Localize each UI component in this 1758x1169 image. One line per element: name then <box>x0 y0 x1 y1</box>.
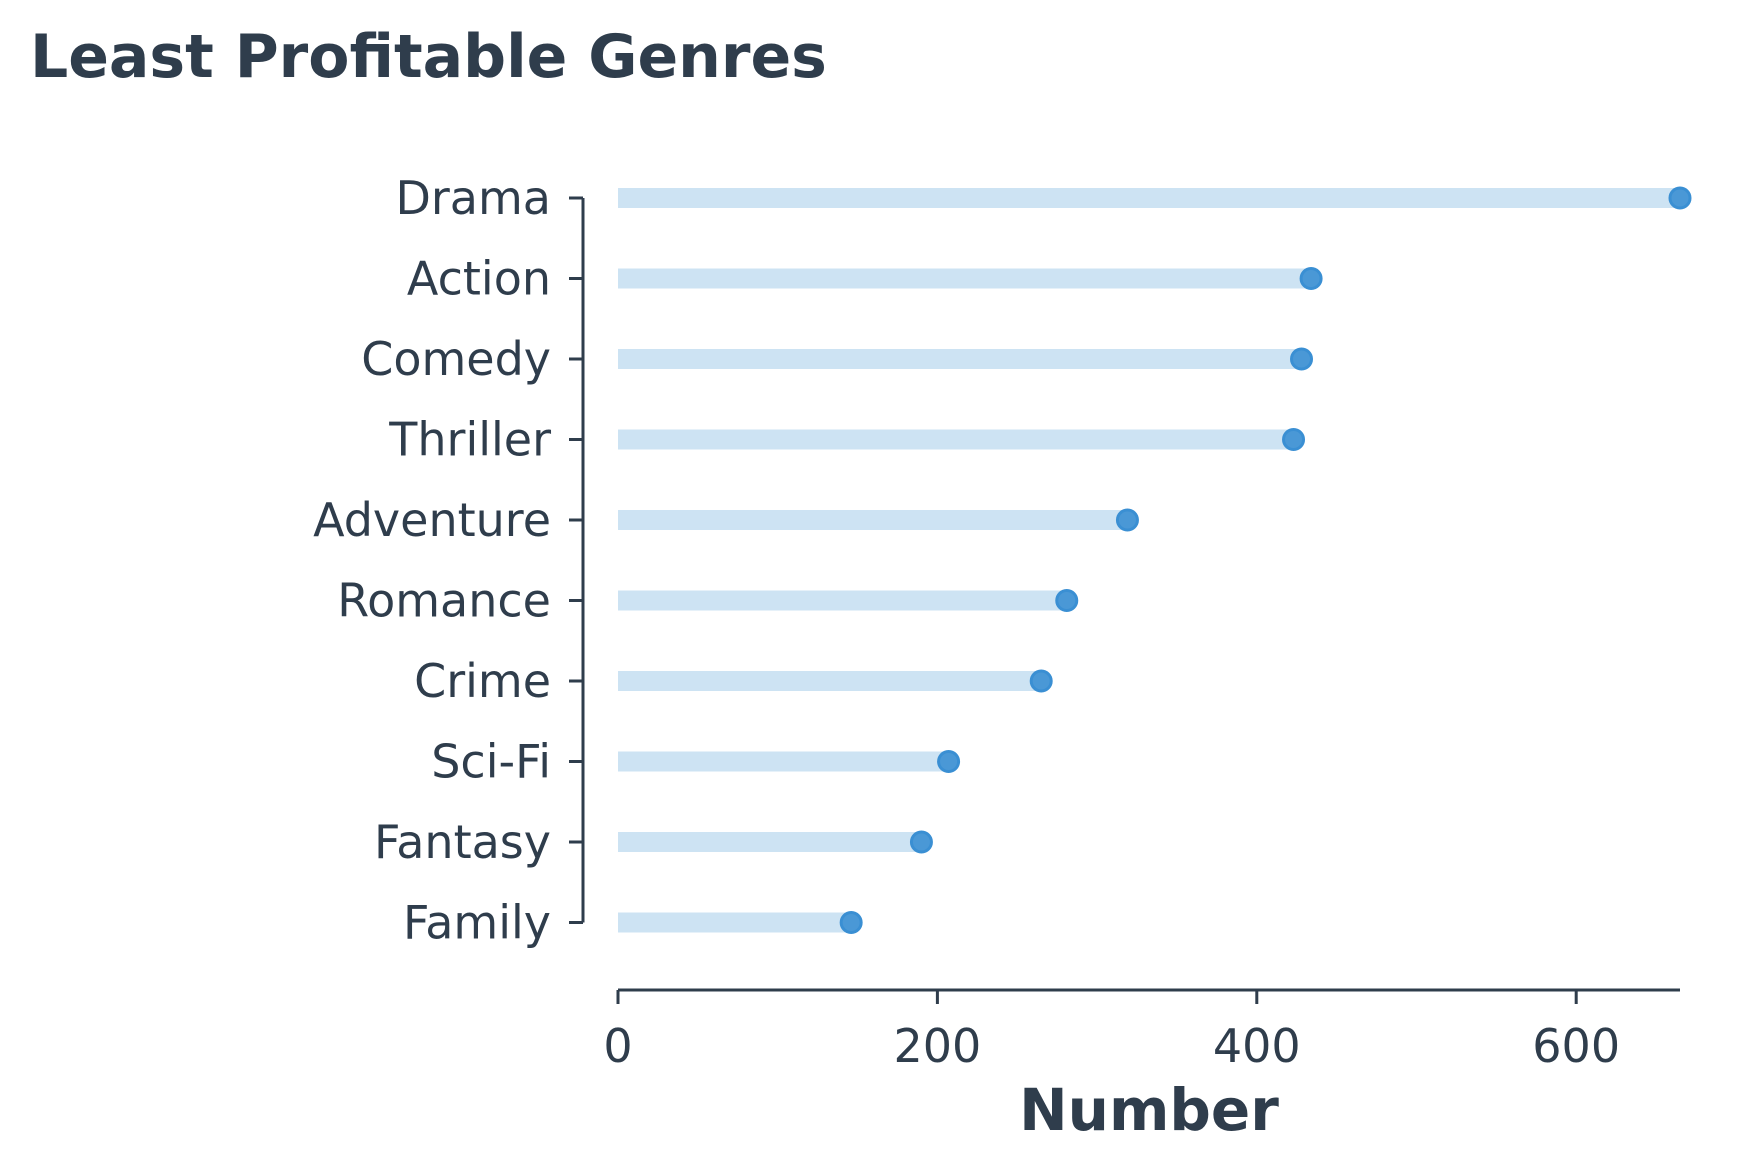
y-tick-label: Sci-Fi <box>431 735 551 789</box>
lollipop-marker <box>1029 669 1053 693</box>
lollipop-marker <box>937 750 961 773</box>
y-tick-label: Action <box>407 252 551 306</box>
y-tick-label: Drama <box>395 171 551 225</box>
x-tick-label: 400 <box>1213 1019 1301 1073</box>
y-tick-label: Adventure <box>313 493 551 547</box>
x-axis: 0 200 400 600 <box>603 988 1680 1073</box>
lollipop-marker <box>1055 589 1079 612</box>
lollipop-marker <box>1290 347 1314 371</box>
y-tick-label: Comedy <box>361 332 551 386</box>
lollipop-marker <box>909 830 933 854</box>
lollipop-marker <box>1282 428 1306 451</box>
y-tick-label: Crime <box>414 654 551 708</box>
x-axis-label: Number <box>1019 1076 1279 1144</box>
markers-layer <box>839 186 1692 934</box>
y-tick-label: Romance <box>337 574 551 628</box>
x-tick-label: 0 <box>603 1019 632 1073</box>
lollipop-marker <box>1668 186 1692 210</box>
y-tick-label: Thriller <box>388 413 551 467</box>
lollipop-marker <box>1115 508 1139 532</box>
chart-title: Least Profitable Genres <box>30 22 827 92</box>
lollipop-marker <box>839 911 863 934</box>
lollipop-marker <box>1299 267 1323 290</box>
y-tick-label: Family <box>403 896 551 950</box>
y-axis: Drama Action Comedy Thriller Adventure Romanc… <box>313 171 585 950</box>
stems-layer <box>618 188 1680 933</box>
x-tick-label: 600 <box>1532 1019 1620 1073</box>
x-tick-label: 200 <box>893 1019 981 1073</box>
y-tick-label: Fantasy <box>374 815 551 869</box>
